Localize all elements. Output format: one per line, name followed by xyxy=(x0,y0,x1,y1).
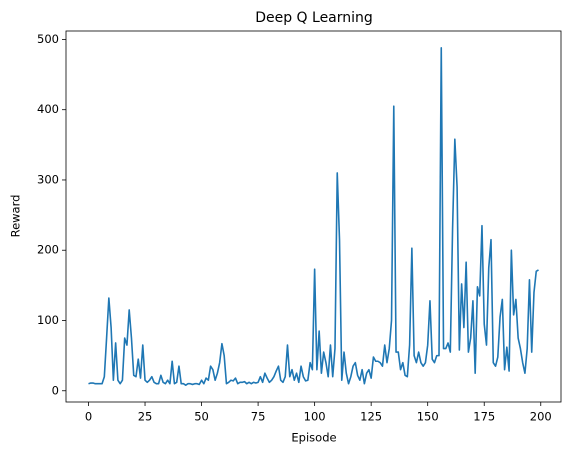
plot-frame xyxy=(65,30,562,403)
y-tick-label: 300 xyxy=(37,172,59,186)
y-axis-label: Reward xyxy=(9,195,23,238)
x-tick-label: 50 xyxy=(194,410,209,424)
x-tick-label: 175 xyxy=(473,410,495,424)
data-line xyxy=(88,47,539,386)
x-tick-label: 75 xyxy=(251,410,266,424)
y-tick-label: 500 xyxy=(37,32,59,46)
x-tick-label: 0 xyxy=(85,410,92,424)
x-tick-label: 100 xyxy=(304,410,326,424)
x-tick-label: 25 xyxy=(138,410,153,424)
y-tick-label: 400 xyxy=(37,102,59,116)
chart-title: Deep Q Learning xyxy=(255,10,373,26)
y-tick-label: 100 xyxy=(37,313,59,327)
x-axis-label: Episode xyxy=(291,431,336,445)
y-tick-label: 0 xyxy=(52,383,59,397)
y-tick-label: 200 xyxy=(37,243,59,257)
x-tick-label: 125 xyxy=(360,410,382,424)
x-tick-label: 150 xyxy=(417,410,439,424)
x-tick-label: 200 xyxy=(530,410,552,424)
